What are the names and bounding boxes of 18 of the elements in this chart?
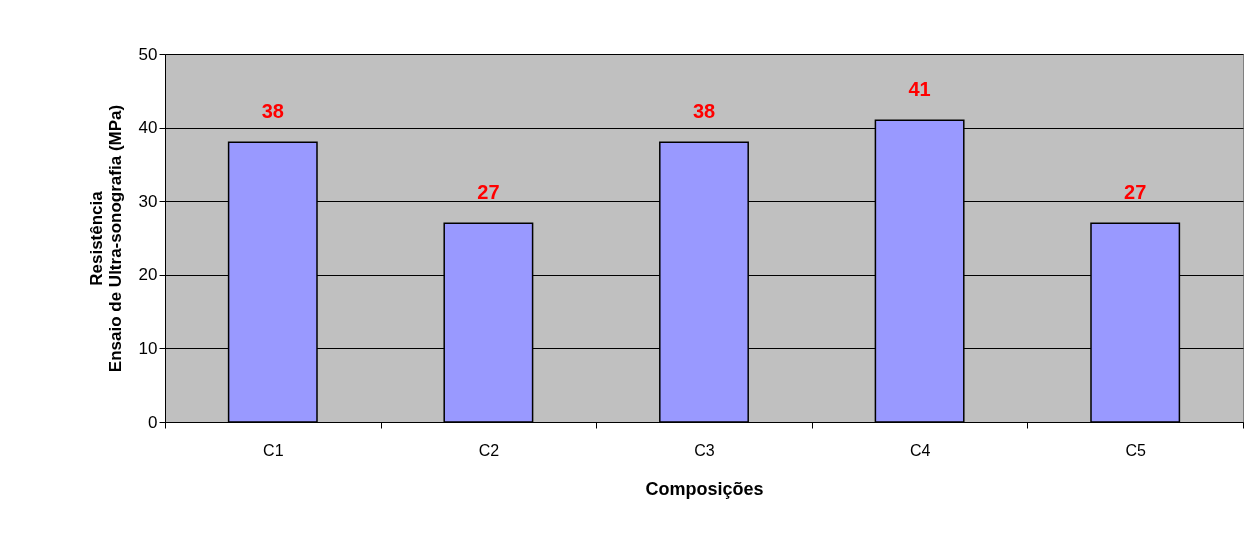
data-label: 27 xyxy=(477,181,500,204)
y-tick-label: 0 xyxy=(148,412,158,432)
data-label: 38 xyxy=(261,100,284,123)
data-label: 38 xyxy=(692,100,716,123)
y-axis-title: Resistência Ensaio de Ultra-sonografia (MPa) xyxy=(86,104,125,373)
y-tick-label: 30 xyxy=(138,191,158,211)
y-tick-label: 50 xyxy=(138,44,158,64)
data-label: 41 xyxy=(908,78,931,101)
x-tick-label: C4 xyxy=(909,441,931,459)
x-tick-label: C1 xyxy=(263,441,284,459)
x-tick-label: C3 xyxy=(694,441,715,459)
x-tick-label: C2 xyxy=(478,441,500,459)
data-label: 27 xyxy=(1124,181,1147,204)
y-tick-label: 40 xyxy=(138,118,158,138)
y-tick-label: 10 xyxy=(138,338,158,358)
x-axis-title: Composições xyxy=(645,478,764,499)
x-tick-label: C5 xyxy=(1125,441,1147,459)
y-tick-label: 20 xyxy=(138,265,158,285)
